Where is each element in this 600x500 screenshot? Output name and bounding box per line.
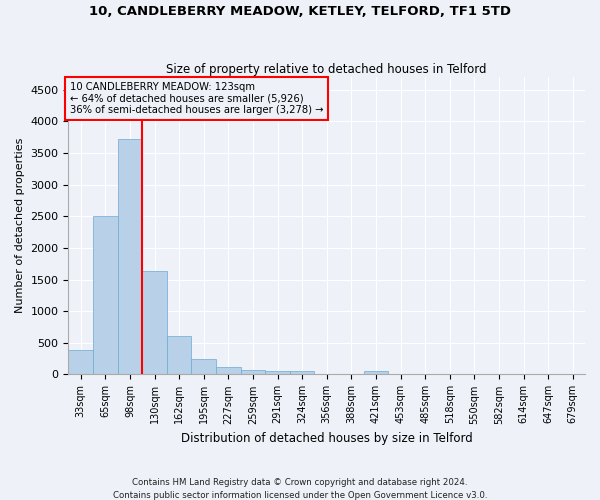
- Bar: [364, 371, 388, 374]
- Bar: [167, 336, 191, 374]
- Bar: [241, 370, 265, 374]
- X-axis label: Distribution of detached houses by size in Telford: Distribution of detached houses by size …: [181, 432, 473, 445]
- Title: Size of property relative to detached houses in Telford: Size of property relative to detached ho…: [166, 63, 487, 76]
- Bar: [118, 139, 142, 374]
- Bar: [265, 371, 290, 374]
- Text: Contains HM Land Registry data © Crown copyright and database right 2024.
Contai: Contains HM Land Registry data © Crown c…: [113, 478, 487, 500]
- Text: 10 CANDLEBERRY MEADOW: 123sqm
← 64% of detached houses are smaller (5,926)
36% o: 10 CANDLEBERRY MEADOW: 123sqm ← 64% of d…: [70, 82, 323, 116]
- Bar: [290, 372, 314, 374]
- Bar: [216, 367, 241, 374]
- Bar: [68, 350, 93, 374]
- Bar: [142, 270, 167, 374]
- Bar: [93, 216, 118, 374]
- Text: 10, CANDLEBERRY MEADOW, KETLEY, TELFORD, TF1 5TD: 10, CANDLEBERRY MEADOW, KETLEY, TELFORD,…: [89, 5, 511, 18]
- Y-axis label: Number of detached properties: Number of detached properties: [15, 138, 25, 314]
- Bar: [191, 358, 216, 374]
